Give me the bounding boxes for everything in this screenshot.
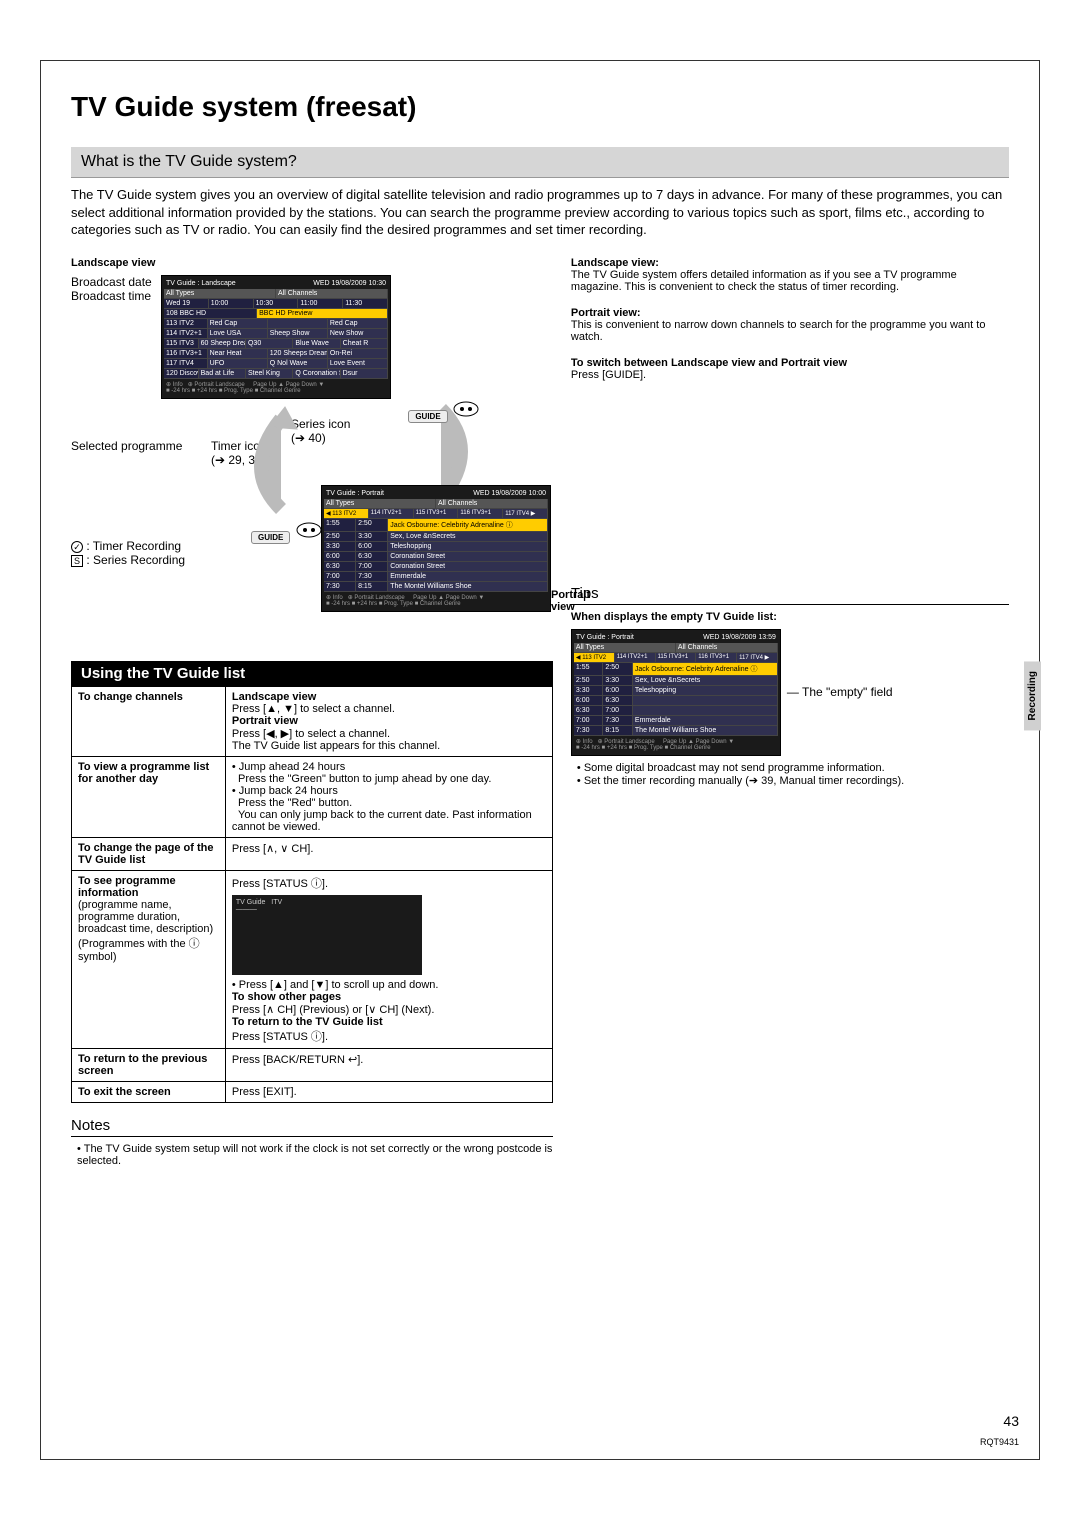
timer-recording-legend: : Timer Recording bbox=[86, 539, 181, 553]
what-is-header: What is the TV Guide system? bbox=[71, 147, 1009, 178]
empty-field-label: The "empty" field bbox=[802, 685, 893, 699]
guide-instructions-table: To change channelsLandscape viewPress [▲… bbox=[71, 686, 553, 1103]
table-row-content: Press [BACK/RETURN ↩]. bbox=[225, 1048, 552, 1081]
table-row-content: Press [EXIT]. bbox=[225, 1081, 552, 1102]
tip-item: Some digital broadcast may not send prog… bbox=[577, 762, 1009, 774]
notes-list: The TV Guide system setup will not work … bbox=[71, 1143, 553, 1167]
broadcast-time-label: Broadcast time bbox=[71, 289, 152, 303]
table-row-label: To exit the screen bbox=[72, 1081, 226, 1102]
table-row-content: Press [∧, ∨ CH]. bbox=[225, 837, 552, 870]
table-row-content: • Jump ahead 24 hours Press the "Green" … bbox=[225, 756, 552, 837]
description-column: Landscape view: The TV Guide system offe… bbox=[571, 257, 1009, 1167]
series-recording-legend: : Series Recording bbox=[86, 553, 185, 567]
tips-empty-head: When displays the empty TV Guide list: bbox=[571, 611, 1009, 623]
notes-header: Notes bbox=[71, 1117, 553, 1137]
diagram-column: Landscape view Broadcast date Broadcast … bbox=[71, 257, 553, 1167]
tips-header: Tips bbox=[571, 585, 1009, 605]
remote-icon bbox=[451, 399, 481, 419]
table-row-label: To return to the previous screen bbox=[72, 1048, 226, 1081]
broadcast-date-label: Broadcast date bbox=[71, 275, 152, 289]
page-title: TV Guide system (freesat) bbox=[71, 91, 1009, 123]
table-row-label: To change channels bbox=[72, 686, 226, 756]
tip-item: Set the timer recording manually (➔ 39, … bbox=[577, 774, 1009, 787]
page-number: 43 bbox=[1003, 1413, 1019, 1429]
note-item: The TV Guide system setup will not work … bbox=[77, 1143, 553, 1167]
tips-list: Some digital broadcast may not send prog… bbox=[571, 762, 1009, 787]
programme-info-preview: TV Guide ITV——— bbox=[232, 895, 422, 975]
using-guide-header: Using the TV Guide list bbox=[71, 661, 553, 686]
portrait-desc-body: This is convenient to narrow down channe… bbox=[571, 319, 1009, 343]
table-row-content: Landscape viewPress [▲, ▼] to select a c… bbox=[225, 686, 552, 756]
table-row-content: Press [STATUS ⓘ].TV Guide ITV——— • Press… bbox=[225, 870, 552, 1048]
switch-view-body: Press [GUIDE]. bbox=[571, 369, 1009, 381]
epg-empty-preview: TV Guide : Portrait WED 19/08/2009 13:59… bbox=[571, 629, 781, 756]
manual-page: TV Guide system (freesat) What is the TV… bbox=[40, 60, 1040, 1460]
selected-programme-label: Selected programme bbox=[71, 439, 182, 453]
doc-code: RQT9431 bbox=[980, 1437, 1019, 1447]
epg-portrait-preview: TV Guide : Portrait WED 19/08/2009 10:00… bbox=[321, 485, 551, 612]
landscape-desc-body: The TV Guide system offers detailed info… bbox=[571, 269, 1009, 293]
table-row-label: To view a programme list for another day bbox=[72, 756, 226, 837]
portrait-desc-head: Portrait view: bbox=[571, 307, 1009, 319]
side-tab: Recording bbox=[1024, 661, 1041, 730]
guide-button[interactable]: GUIDE bbox=[408, 410, 447, 423]
guide-button[interactable]: GUIDE bbox=[251, 531, 290, 544]
landscape-desc-head: Landscape view: bbox=[571, 257, 1009, 269]
epg-landscape-preview: TV Guide : Landscape WED 19/08/2009 10:3… bbox=[161, 275, 391, 399]
switch-view-head: To switch between Landscape view and Por… bbox=[571, 357, 1009, 369]
table-row-label: To see programme information(programme n… bbox=[72, 870, 226, 1048]
what-is-body: The TV Guide system gives you an overvie… bbox=[71, 186, 1009, 239]
landscape-view-label: Landscape view bbox=[71, 257, 553, 269]
table-row-label: To change the page of the TV Guide list bbox=[72, 837, 226, 870]
portrait-view-label: Portrait view bbox=[551, 589, 590, 613]
remote-icon bbox=[294, 520, 324, 540]
